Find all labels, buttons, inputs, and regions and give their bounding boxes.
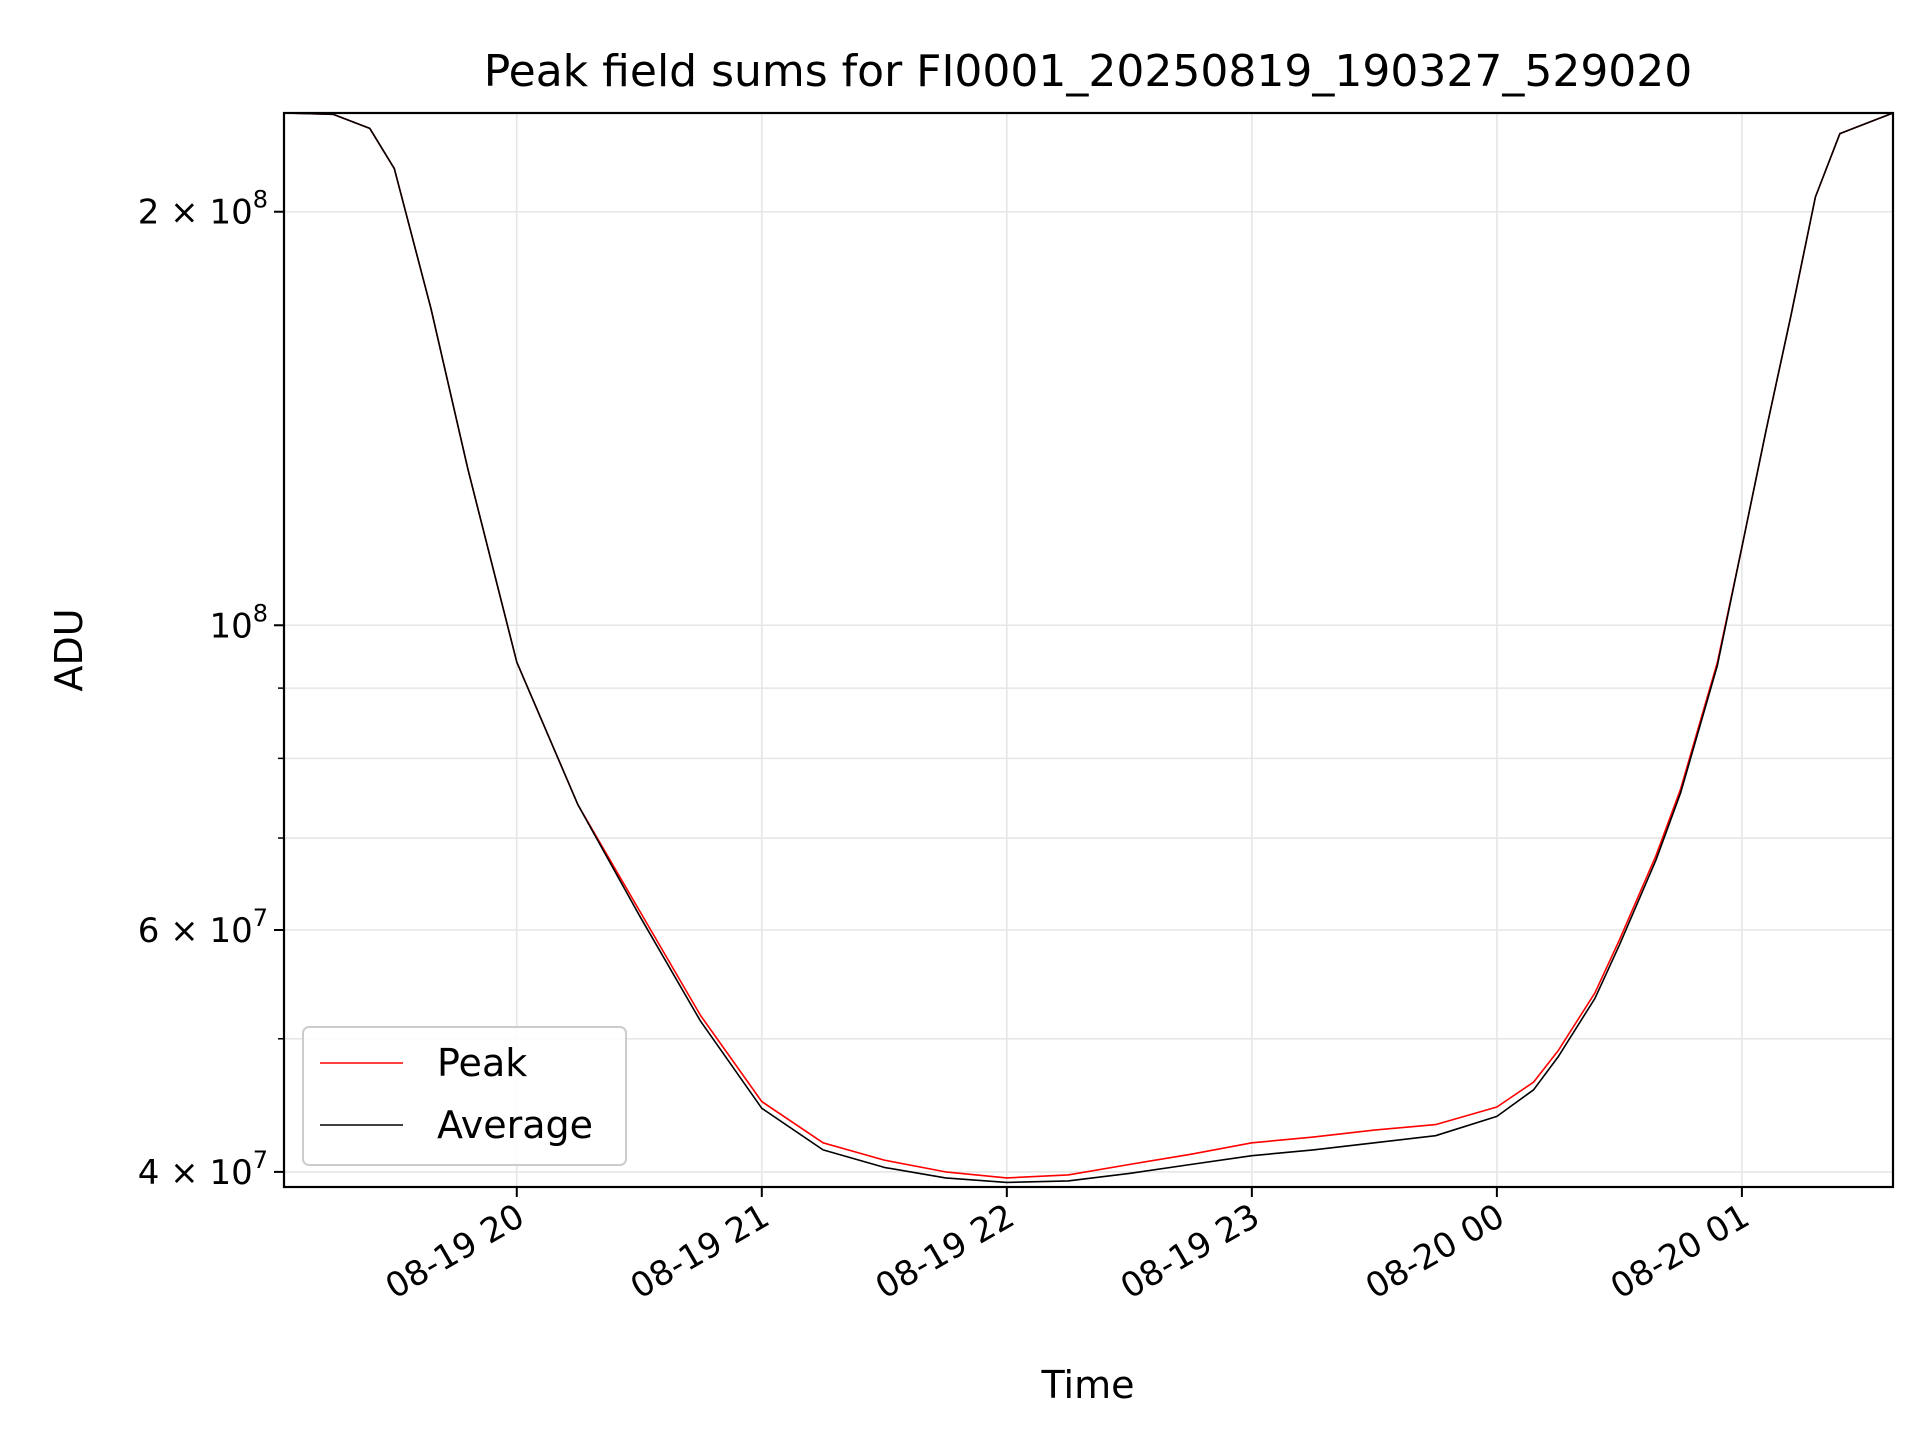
y-tick-label: 2 × 108 xyxy=(138,186,268,233)
legend-label-average: Average xyxy=(437,1103,593,1147)
legend: Peak Average xyxy=(302,1026,627,1166)
series-line-average xyxy=(283,112,1894,1184)
y-tick-label: 6 × 107 xyxy=(138,904,268,951)
plot-frame xyxy=(282,111,1895,1189)
chart-title: Peak field sums for FI0001_20250819_1903… xyxy=(484,46,1693,97)
legend-box xyxy=(302,1026,627,1166)
series-lines xyxy=(283,112,1894,1184)
y-tick-label: 4 × 107 xyxy=(138,1146,268,1193)
y-tick-label: 108 xyxy=(209,599,268,646)
legend-label-peak: Peak xyxy=(437,1041,527,1085)
x-axis-label: Time xyxy=(1041,1363,1135,1407)
y-axis-label: ADU xyxy=(47,608,91,691)
grid xyxy=(284,113,1893,1187)
